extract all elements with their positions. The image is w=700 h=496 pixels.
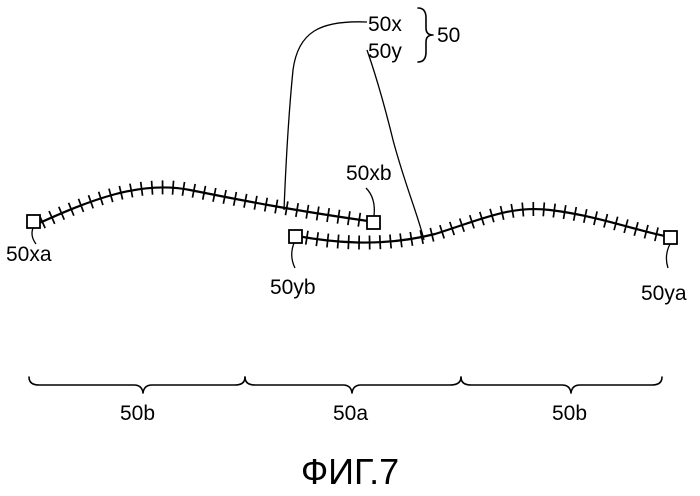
wire-tick: [553, 204, 555, 218]
section-brace-right: [461, 377, 662, 393]
wire-tick: [316, 232, 318, 246]
end-marker-50yb: [289, 230, 302, 243]
wire-tick: [327, 208, 329, 222]
section-brace-left: [29, 377, 245, 393]
wire-tick: [317, 207, 319, 221]
leader-50y: [367, 50, 424, 240]
end-marker-50xb: [367, 216, 380, 229]
wire-tick: [522, 203, 523, 217]
wire-tick: [511, 204, 513, 218]
wire-tick: [348, 211, 350, 225]
wire-tick: [564, 205, 566, 219]
wire-tick: [296, 203, 298, 217]
wire-tick: [152, 181, 153, 195]
wire-tick: [327, 234, 329, 248]
leader-50xa: [32, 228, 36, 244]
wire-tick: [348, 235, 349, 249]
grouping-brace-top: [418, 8, 433, 62]
label-50xa: 50xa: [6, 243, 52, 266]
wire-tick: [306, 231, 308, 245]
leader-50ya: [666, 244, 670, 268]
label-section-right: 50b: [552, 402, 587, 425]
label-50xb: 50xb: [346, 162, 392, 185]
label-50: 50: [437, 24, 460, 47]
leader-50xb: [366, 188, 374, 216]
wire-tick: [275, 200, 277, 214]
wire-tick: [141, 182, 143, 196]
section-brace-middle: [245, 377, 461, 393]
wire-tick: [543, 202, 544, 216]
wire-tick: [410, 232, 412, 246]
wire-tick: [306, 205, 308, 219]
label-50yb: 50yb: [270, 276, 316, 299]
end-marker-50ya: [664, 231, 677, 244]
wire-tick: [338, 235, 339, 249]
leader-50yb: [292, 243, 295, 268]
label-50x: 50x: [368, 13, 402, 36]
label-section-left: 50b: [120, 402, 155, 425]
wire-tick: [285, 201, 287, 215]
label-50ya: 50ya: [641, 282, 687, 305]
wire-50x: [35, 187, 375, 225]
end-marker-50xa: [27, 215, 40, 228]
wire-tick: [390, 234, 391, 248]
wire-tick: [337, 210, 339, 224]
wire-tick: [358, 213, 360, 227]
label-50y: 50y: [368, 40, 402, 63]
wire-50y: [297, 209, 670, 243]
wire-tick: [400, 233, 402, 247]
wire-tick: [173, 181, 174, 195]
wire-tick: [182, 182, 184, 196]
wire-tick: [380, 235, 381, 249]
label-section-middle: 50a: [333, 402, 368, 425]
figure-caption: ФИГ.7: [301, 451, 399, 492]
